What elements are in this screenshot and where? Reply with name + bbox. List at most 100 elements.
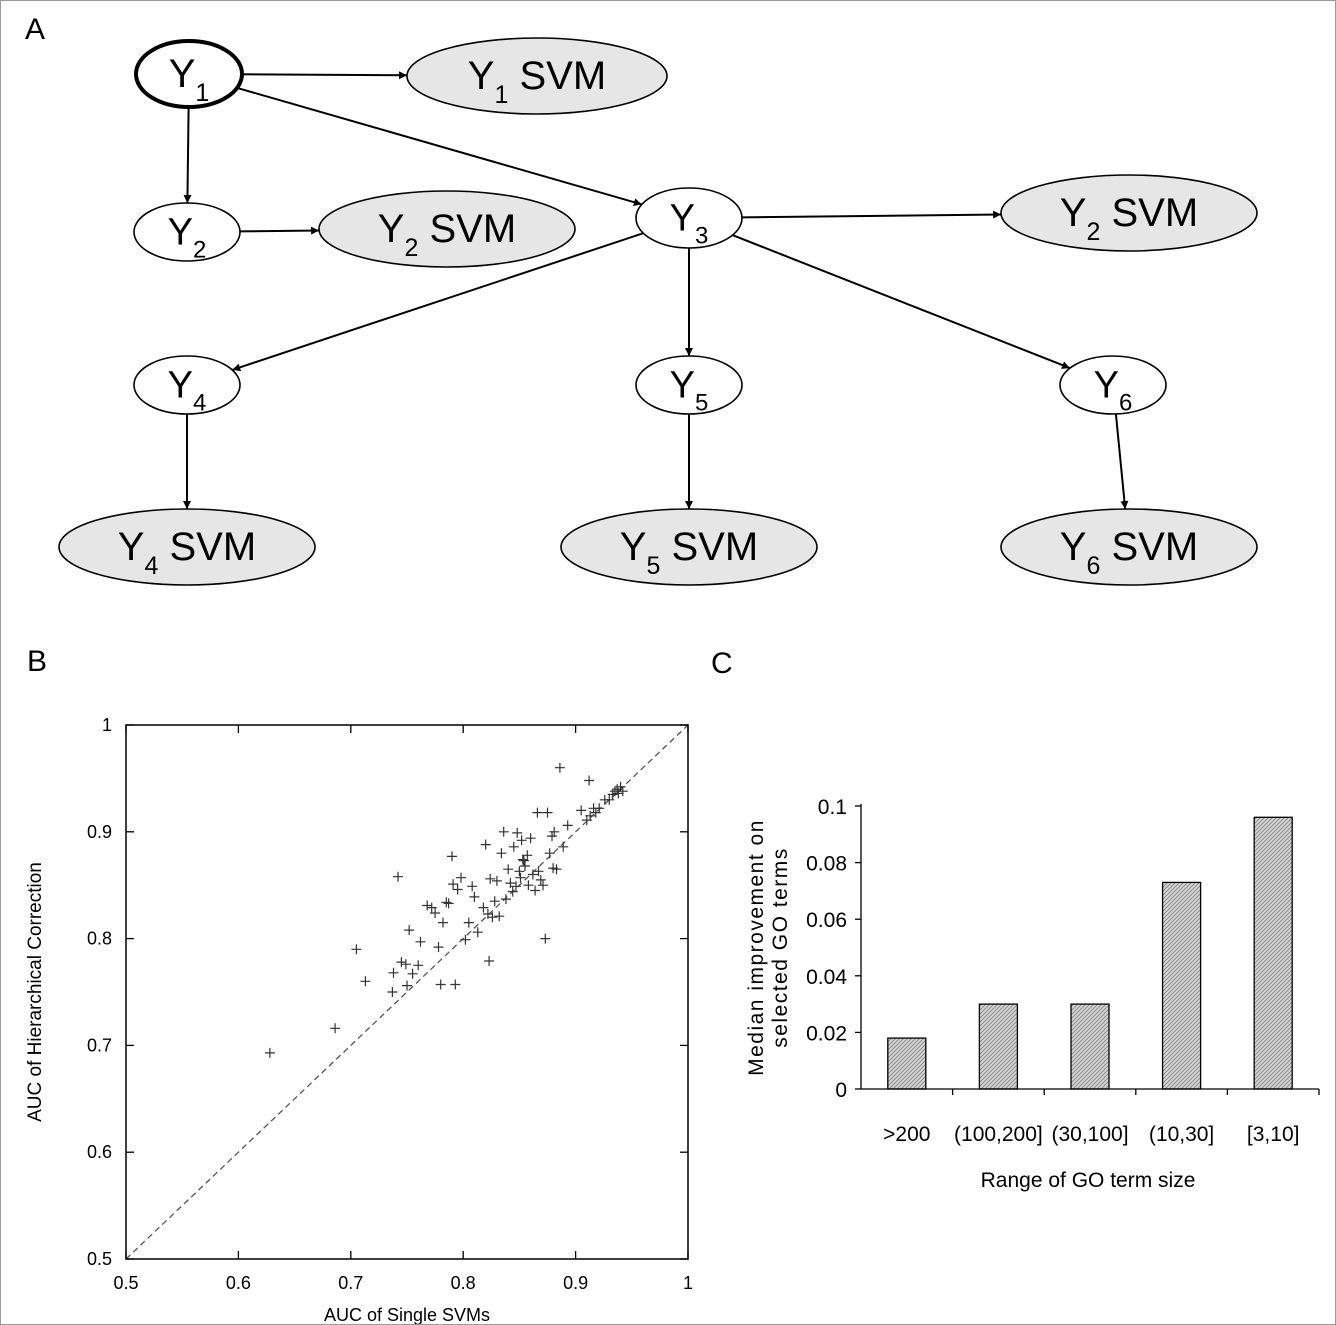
edge-y1-to-y3 <box>236 86 643 207</box>
scatter-point <box>604 794 615 805</box>
scatter-point <box>514 866 525 877</box>
scatter-point <box>518 855 529 866</box>
scatter-point <box>584 775 595 786</box>
diagram-node-y2svm: Y2 SVM <box>318 190 576 268</box>
node-label-subscript: 4 <box>144 552 158 580</box>
scatter-point <box>542 807 553 818</box>
node-ellipse <box>635 355 743 415</box>
scatter-point <box>472 927 483 938</box>
y-axis-label-line-2: selected GO terms <box>769 847 792 1048</box>
scatter-point <box>613 788 624 799</box>
scatter-point <box>430 908 441 918</box>
scatter-point <box>396 957 407 968</box>
y-tick-label: 0.06 <box>806 909 847 932</box>
scatter-point <box>594 803 605 814</box>
scatter-point <box>512 827 523 838</box>
edge-y3-to-y6 <box>732 234 1071 370</box>
reference-diagonal-line <box>125 724 689 1260</box>
bar <box>1161 881 1202 1090</box>
y-tick-label: 0.8 <box>87 929 112 949</box>
edge-y6-to-y6svm <box>1114 413 1129 510</box>
node-ellipse <box>133 202 241 262</box>
node-label: Y2 <box>168 212 207 264</box>
scatter-point <box>441 897 452 908</box>
panel-label-b: B <box>27 645 47 678</box>
scatter-point <box>491 875 502 886</box>
diagram-edges <box>183 71 1129 510</box>
node-label-suffix: SVM <box>660 525 758 569</box>
x-tick-label: (100,200] <box>954 1123 1043 1146</box>
scatter-point <box>404 925 415 936</box>
node-label-subscript: 1 <box>494 81 508 109</box>
diagram-node-y4svm: Y4 SVM <box>58 508 316 586</box>
scatter-point <box>508 841 519 852</box>
scatter-point <box>438 917 448 928</box>
bar <box>978 1003 1019 1090</box>
x-axis-label: Range of GO term size <box>981 1169 1196 1192</box>
scatter-point <box>443 898 454 909</box>
y-tick-label: 0.5 <box>87 1249 112 1269</box>
node-label-base: Y <box>620 525 647 569</box>
scatter-point <box>527 869 538 880</box>
y-tick-label: 0.1 <box>818 796 847 819</box>
scatter-point <box>447 851 457 862</box>
scatter-point <box>503 864 514 875</box>
node-ellipse <box>1000 174 1258 252</box>
scatter-point <box>487 912 498 923</box>
scatter-point <box>351 944 362 955</box>
bar <box>1070 1003 1110 1090</box>
x-tick-label: >200 <box>883 1123 930 1146</box>
diagram-node-y2: Y2 <box>133 202 241 264</box>
scatter-point <box>485 873 496 884</box>
node-label: Y5 SVM <box>620 525 758 580</box>
scatter-point <box>617 786 628 797</box>
scatter-point <box>547 831 557 842</box>
node-ellipse <box>1000 508 1258 586</box>
scatter-point <box>530 885 541 896</box>
panel-label-c: C <box>711 647 733 680</box>
node-label-suffix: SVM <box>508 54 606 98</box>
node-label: Y4 <box>168 365 207 417</box>
edge-y1-to-y2 <box>183 106 192 204</box>
scatter-point <box>562 820 573 831</box>
scatter-point <box>517 854 528 865</box>
diagram-node-y6: Y6 <box>1059 355 1167 417</box>
y-axis-label: AUC of Hierarchical Correction <box>25 862 46 1122</box>
scatter-point <box>413 960 424 971</box>
node-ellipse <box>134 39 244 109</box>
node-label-base: Y <box>169 52 196 96</box>
scatter-point <box>522 850 533 861</box>
scatter-point <box>585 810 596 821</box>
y-tick-label: 1 <box>102 715 112 735</box>
y-tick-label: 0.7 <box>87 1035 112 1055</box>
edge-y2-to-y2svm <box>239 226 320 235</box>
scatter-point <box>330 1023 341 1034</box>
x-tick-label: 0.9 <box>563 1273 588 1293</box>
x-axis-ticks: 0.5 0.6 0.7 0.8 0.9 1 <box>113 725 693 1293</box>
node-label: Y6 <box>1094 365 1133 417</box>
node-ellipse <box>133 355 241 415</box>
scatter-point <box>480 839 491 850</box>
scatter-point <box>538 880 548 891</box>
diagram-node-y3: Y3 <box>635 187 743 250</box>
scatter-point <box>576 805 587 816</box>
node-label-subscript: 5 <box>646 552 660 580</box>
y-axis-label-line-1: Median improvement on <box>745 819 768 1076</box>
scatter-point <box>516 835 527 846</box>
diagram-node-y4: Y4 <box>133 355 241 417</box>
node-label-base: Y <box>1060 525 1087 569</box>
y-tick-label: 0.08 <box>806 853 847 876</box>
node-label: Y3 <box>670 198 709 250</box>
y-axis-ticks: 0.5 0.6 0.7 0.8 0.9 1 <box>87 715 688 1269</box>
diagram-node-y1svm: Y1 SVM <box>406 37 668 115</box>
scatter-point <box>496 848 507 859</box>
scatter-point <box>505 878 516 889</box>
x-tick-label: 0.6 <box>226 1273 251 1293</box>
edge-y3-to-y4 <box>231 232 644 372</box>
scatter-point <box>549 826 560 837</box>
scatter-point <box>415 936 426 947</box>
node-label-suffix: SVM <box>418 207 516 251</box>
